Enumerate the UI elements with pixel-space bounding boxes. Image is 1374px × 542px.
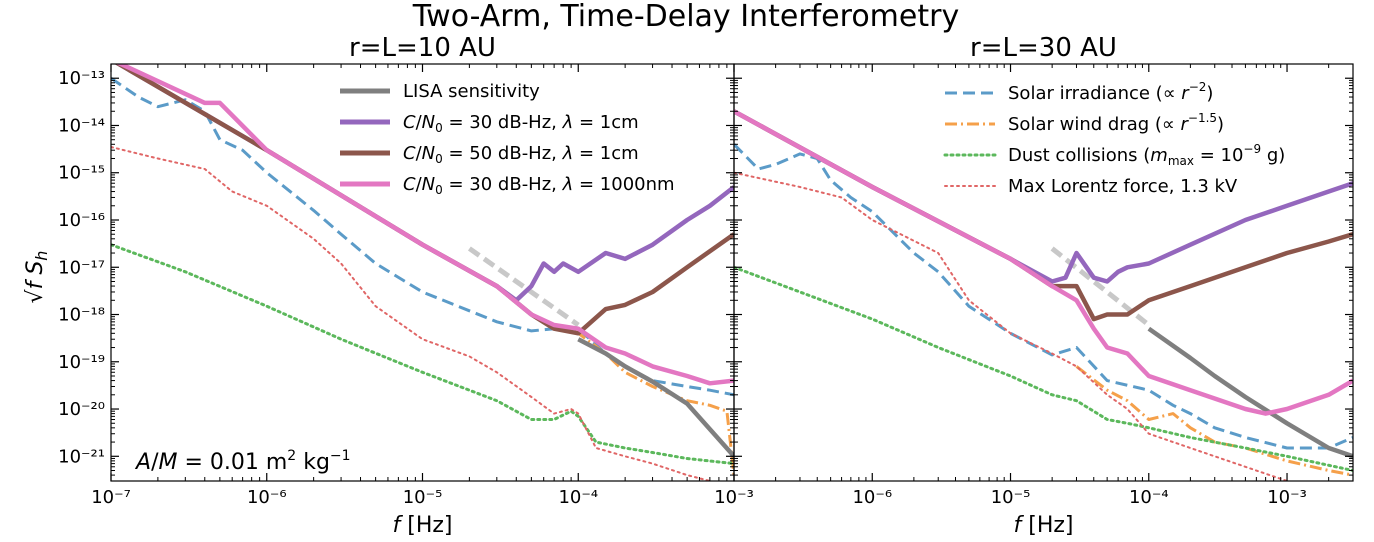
x-axis-label: f [Hz] xyxy=(393,513,453,538)
legend-panel-1: LISA sensitivity C/N0 = 30 dB-Hz, λ = 1cm… xyxy=(340,81,675,197)
series-line-dust_collisions xyxy=(111,243,734,466)
y-tick-label: 10⁻¹⁸ xyxy=(58,305,105,326)
x-tick-label: 10⁻⁴ xyxy=(1129,487,1169,508)
annotation-area-mass: A/M = 0.01 m2 kg−1 xyxy=(134,448,351,475)
y-tick-label: 10⁻¹⁵ xyxy=(58,163,105,184)
y-tick-label: 10⁻¹³ xyxy=(58,68,105,89)
series-line-max_lorentz xyxy=(734,171,1288,481)
legend-label: C/N0 = 50 dB-Hz, λ = 1cm xyxy=(403,143,639,166)
legend-panel-2: Solar irradiance (∝ r−2) Solar wind drag … xyxy=(943,80,1285,197)
y-tick-label: 10⁻¹⁹ xyxy=(58,352,105,373)
x-tick-label: 10⁻³ xyxy=(1267,487,1307,508)
series-line-cn30_1000nm xyxy=(734,109,1353,416)
legend-label: Max Lorentz force, 1.3 kV xyxy=(1008,176,1238,197)
x-tick-label: 10⁻⁶ xyxy=(247,487,287,508)
legend-label: C/N0 = 30 dB-Hz, λ = 1000nm xyxy=(403,174,675,197)
series-line-solar_irradiance xyxy=(734,143,1353,450)
series-line-lisa_sensitivity xyxy=(577,337,734,458)
svg-text:√f Sh: √f Sh xyxy=(23,251,51,304)
y-tick-label: 10⁻²¹ xyxy=(58,446,105,467)
legend-label: Dust collisions (mmax = 10−9 g) xyxy=(1008,142,1285,168)
figure-suptitle: Two-Arm, Time-Delay Interferometry xyxy=(412,0,959,34)
series-line-solar_wind_drag xyxy=(553,323,734,476)
series-line-solar_irradiance xyxy=(111,76,734,397)
legends: LISA sensitivity C/N0 = 30 dB-Hz, λ = 1cm… xyxy=(340,80,1285,197)
y-tick-label: 10⁻¹⁴ xyxy=(58,115,105,136)
legend-label: Solar wind drag (∝ r−1.5) xyxy=(1008,111,1224,135)
y-tick-label: 10⁻¹⁶ xyxy=(58,210,105,231)
svg-text:A/M = 0.01 m2 kg−1: A/M = 0.01 m2 kg−1 xyxy=(134,448,351,475)
legend-label: LISA sensitivity xyxy=(403,81,540,102)
x-tick-label: 10⁻⁵ xyxy=(403,487,443,508)
x-tick-label: 10⁻⁶ xyxy=(852,487,892,508)
series-group xyxy=(734,109,1353,481)
series-line-max_lorentz xyxy=(111,146,711,481)
panel-title: r=L=10 AU xyxy=(349,33,496,63)
x-axis-label: f [Hz] xyxy=(1014,513,1074,538)
plot-frame xyxy=(733,63,1354,482)
series-line-lisa_reference xyxy=(467,246,580,328)
y-axis-label: √f Sh xyxy=(23,251,51,304)
x-tick-label: 10⁻³ xyxy=(714,487,754,508)
y-tick-label: 10⁻²⁰ xyxy=(58,399,105,420)
legend-label: Solar irradiance (∝ r−2) xyxy=(1008,80,1213,104)
x-tick-label: 10⁻⁴ xyxy=(558,487,598,508)
panels: r=L=10 AU 10⁻⁷ 10⁻⁶ 10⁻⁵ 10⁻⁴ 10⁻³ 10⁻²¹ 10⁻²⁰ 1… xyxy=(58,33,1354,538)
x-tick-label: 10⁻⁷ xyxy=(91,487,131,508)
series-line-lisa_sensitivity xyxy=(1147,326,1353,459)
series-line-cn30_1000nm xyxy=(115,64,734,386)
x-tick-label: 10⁻⁵ xyxy=(991,487,1031,508)
y-tick-label: 10⁻¹⁷ xyxy=(58,257,105,278)
series-line-dust_collisions xyxy=(734,265,1353,472)
series-line-lisa_reference xyxy=(1050,246,1151,327)
series-group xyxy=(111,64,734,481)
panel-2: r=L=30 AU 10⁻⁶ 10⁻⁵ 10⁻⁴ 10⁻³ f [Hz] xyxy=(733,33,1354,538)
panel-title: r=L=30 AU xyxy=(970,33,1117,63)
legend-label: C/N0 = 30 dB-Hz, λ = 1cm xyxy=(403,112,639,135)
series-line-solar_wind_drag xyxy=(1075,365,1353,477)
